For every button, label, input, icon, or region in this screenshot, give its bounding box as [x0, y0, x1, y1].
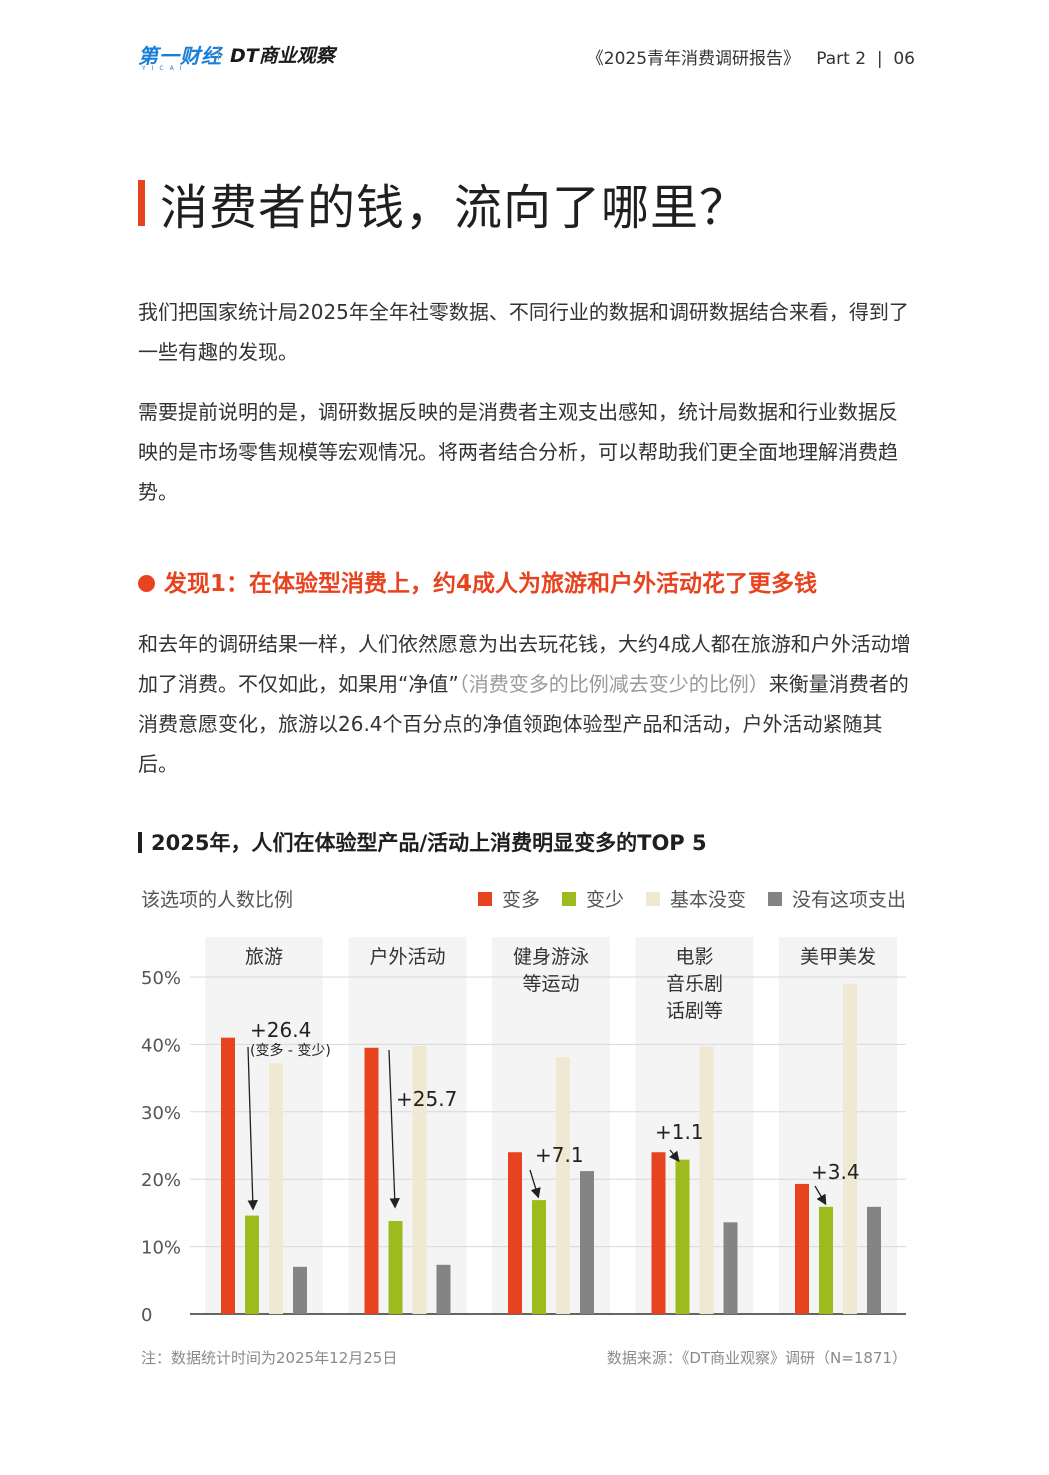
bar-没有这项支出: [293, 1266, 307, 1314]
intro-paragraph: 我们把国家统计局2025年全年社零数据、不同行业的数据和调研数据结合来看，得到了…: [138, 300, 909, 364]
legend-swatch: [561, 891, 576, 906]
bar-没有这项支出: [436, 1264, 451, 1314]
finding-paragraph-aside: （消费变多的比例减去变少的比例）: [458, 672, 769, 696]
bar-变少: [532, 1200, 546, 1314]
net-arrow: [814, 1185, 827, 1206]
net-arrow: [247, 1046, 258, 1211]
net-value-label: +7.1: [535, 1143, 584, 1167]
dt-logo: DT商业观察: [230, 45, 335, 67]
chart-title-bar: [138, 832, 142, 853]
bar-变多: [651, 1152, 666, 1314]
category-label: 旅游: [245, 946, 283, 968]
legend-item: 没有这项支出: [767, 885, 906, 912]
finding-paragraph-part1: 和去年的调研结果一样，人们依然愿意为出去玩花钱，大约4成人都在旅游和户外活动增加…: [138, 632, 911, 696]
bar-基本没变: [412, 1045, 427, 1314]
category-label: 等运动: [522, 973, 579, 995]
y-tick-label: 0: [141, 1305, 152, 1326]
y-tick-label: 50%: [141, 968, 181, 989]
y-tick-label: 30%: [141, 1103, 181, 1124]
y-tick-label: 10%: [141, 1238, 181, 1259]
bar-基本没变: [843, 983, 857, 1314]
legend-label: 没有这项支出: [791, 889, 906, 911]
category-label: 美甲美发: [800, 946, 876, 968]
category-label: 电影: [675, 946, 713, 968]
legend-swatch: [767, 891, 782, 906]
y-tick-label: 40%: [141, 1035, 181, 1056]
note-paragraph: 需要提前说明的是，调研数据反映的是消费者主观支出感知，统计局数据和行业数据反映的…: [138, 400, 898, 504]
bar-变多: [364, 1047, 379, 1314]
data-source: 数据来源：《DT商业观察》调研（N=1871）: [606, 1349, 907, 1367]
bar-变多: [221, 1037, 235, 1314]
legend-item: 变少: [561, 885, 624, 912]
category-label: 户外活动: [369, 946, 445, 968]
bar-基本没变: [269, 1063, 283, 1314]
net-arrow: [388, 1049, 400, 1209]
net-value-label: +25.7: [396, 1087, 457, 1111]
finding-text: 发现1：在体验型消费上，约4成人为旅游和户外活动花了更多钱: [164, 571, 818, 597]
legend-swatch: [645, 891, 660, 906]
bullet-dot-icon: [138, 575, 155, 592]
net-sublabel: (变多 - 变少): [250, 1042, 331, 1059]
finding-paragraph: 和去年的调研结果一样，人们依然愿意为出去玩花钱，大约4成人都在旅游和户外活动增加…: [138, 624, 914, 784]
legend-label: 变多: [501, 889, 540, 911]
net-value-label: +1.1: [655, 1120, 704, 1144]
chart-legend: 变多 变少 基本没变 没有这项支出: [477, 885, 906, 912]
finding-paragraph-part2: 来衡量消费者的消费意愿变化，旅游以26.4个百分点的净值领跑体验型产品和活动，户…: [138, 672, 909, 776]
finding-heading: 发现1：在体验型消费上，约4成人为旅游和户外活动花了更多钱: [138, 564, 817, 598]
report-title: 《2025青年消费调研报告》 Part 2 | 06: [586, 49, 915, 69]
page-title: 消费者的钱，流向了哪里？: [160, 180, 749, 236]
yicai-logo-sub: YICAI: [142, 65, 188, 72]
yicai-logo: 第一财经: [138, 44, 222, 68]
y-axis-caption: 该选项的人数比例: [141, 889, 294, 911]
title-accent-bar: [138, 180, 145, 226]
bar-基本没变: [699, 1046, 714, 1314]
bar-没有这项支出: [723, 1222, 738, 1314]
bar-变少: [675, 1159, 690, 1314]
bar-变多: [795, 1183, 809, 1314]
y-tick-label: 20%: [141, 1170, 181, 1191]
chart-title: 2025年，人们在体验型产品/活动上消费明显变多的TOP 5: [151, 831, 707, 855]
legend-label: 基本没变: [669, 889, 746, 911]
category-label: 健身游泳: [513, 946, 589, 968]
bar-变少: [819, 1206, 833, 1314]
net-value-label: +3.4: [811, 1160, 860, 1184]
legend-label: 变少: [585, 889, 624, 911]
bar-变少: [245, 1215, 259, 1314]
legend-item: 基本没变: [645, 885, 746, 912]
bar-没有这项支出: [580, 1171, 594, 1314]
page-header: 第一财经 YICAI DT商业观察 《2025青年消费调研报告》 Part 2 …: [138, 38, 915, 74]
bar-变多: [508, 1152, 522, 1314]
net-value-label: +26.4: [250, 1018, 311, 1042]
logo-divider: [218, 46, 219, 60]
net-arrow: [529, 1169, 541, 1199]
category-label: 音乐剧: [666, 973, 723, 995]
footnote: 注：数据统计时间为2025年12月25日: [141, 1349, 398, 1367]
legend-swatch: [477, 891, 492, 906]
bar-没有这项支出: [867, 1206, 881, 1314]
bar-基本没变: [556, 1057, 570, 1314]
bar-变少: [388, 1220, 403, 1314]
net-arrow: [669, 1149, 680, 1163]
legend-item: 变多: [477, 885, 540, 912]
category-label: 话剧等: [666, 1000, 723, 1022]
